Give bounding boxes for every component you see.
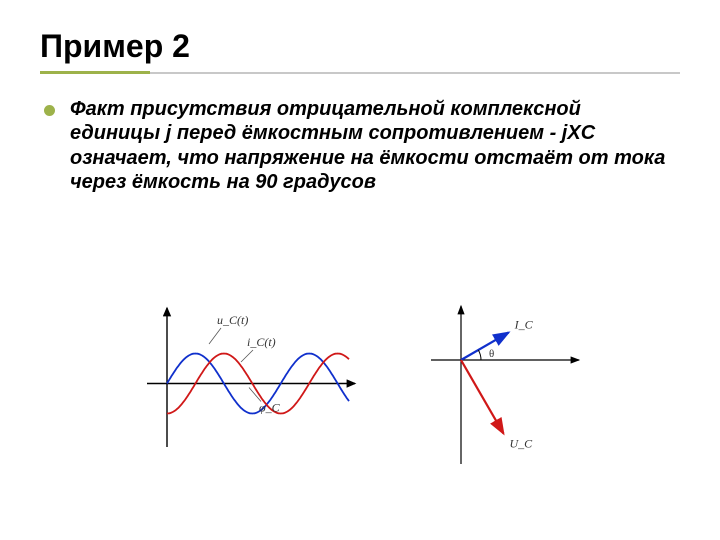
svg-text:u_C(t): u_C(t) <box>217 313 248 327</box>
figure-phasor: I_C U_C θ <box>425 300 585 470</box>
body-paragraph: Факт присутствия отрицательной комплексн… <box>70 97 670 195</box>
svg-text:θ: θ <box>489 348 494 360</box>
figure-waveforms: u_C(t) i_C(t) φ_C <box>135 300 365 470</box>
svg-text:I_C: I_C <box>514 318 534 332</box>
svg-text:i_C(t): i_C(t) <box>247 335 276 349</box>
svg-text:U_C: U_C <box>510 437 534 451</box>
slide-title: Пример 2 <box>40 28 680 65</box>
svg-text:φ_C: φ_C <box>259 401 281 415</box>
bullet-icon <box>44 105 55 116</box>
